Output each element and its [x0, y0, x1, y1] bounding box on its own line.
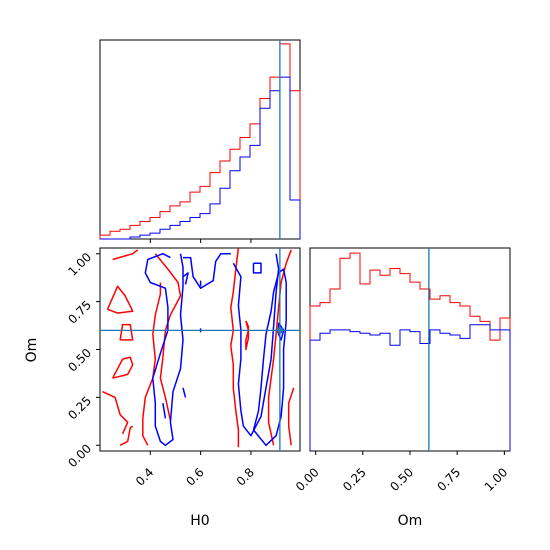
hist-om-xtick-label-2: 0.50 [387, 465, 416, 494]
hist-om-xtick-label-1: 0.25 [340, 465, 369, 494]
contour-series-1-path-3 [252, 262, 262, 274]
contour-series-1-path-4 [252, 268, 287, 447]
contour-xtick-label-2: 0.8 [234, 465, 257, 488]
contour-truth-marker [276, 327, 283, 334]
contour-series-1-path-10 [182, 387, 187, 398]
contour-xtick-label-1: 0.6 [183, 465, 206, 488]
contour-series-1-path-0 [144, 252, 184, 447]
contour-series-0-path-4 [102, 390, 129, 435]
x-axis-title-h0: H0 [190, 513, 209, 529]
contour-series-0-path-2 [106, 285, 134, 314]
contour-series-0-path-5 [119, 425, 134, 446]
hist-h0-series-0 [99, 43, 301, 239]
contour-panel: 0.4 0.6 0.8 0.00 0.25 0.50 0.75 1.00 H0 Om [24, 247, 301, 529]
x-axis-title-om: Om [398, 513, 423, 529]
contour-series-1-path-1 [183, 252, 231, 289]
hist-om-xtick-label-3: 0.75 [434, 465, 463, 494]
contour-series-1-path-6 [182, 272, 189, 285]
contour-series-0-path-0 [111, 356, 134, 379]
contour-series-0-path-7 [154, 253, 182, 421]
hist-om-panel: 0.00 0.25 0.50 0.75 1.00 Om [293, 247, 511, 529]
contour-series-1-path-2 [232, 253, 280, 437]
contour-ytick-label-1: 0.25 [65, 394, 94, 423]
hist-h0-frame [99, 39, 301, 240]
hist-om-xtick-label-4: 1.00 [482, 465, 511, 494]
contour-ytick-label-4: 1.00 [65, 250, 94, 279]
contour-ytick-label-0: 0.00 [65, 441, 94, 470]
y-axis-title-om: Om [24, 338, 40, 363]
hist-om-xtick-label-0: 0.00 [293, 465, 322, 494]
contour-frame [99, 247, 301, 452]
hist-om-series-1 [309, 324, 511, 451]
contour-xtick-label-0: 0.4 [133, 465, 156, 488]
contour-series-0-path-3 [112, 249, 139, 261]
contour-series-1-path-9 [162, 402, 167, 419]
contour-series-0-path-1 [119, 323, 134, 341]
hist-h0-series-1 [100, 76, 301, 240]
hist-om-series-0 [309, 252, 511, 451]
contour-ytick-label-3: 0.75 [65, 298, 94, 327]
contour-ytick-label-2: 0.50 [65, 346, 94, 375]
hist-h0-panel [99, 39, 301, 243]
contour-series-0-path-11 [287, 387, 295, 446]
contour-series-0-path-9 [245, 320, 250, 351]
contour-series-0-path-8 [230, 247, 240, 448]
contour-series-0-path-6 [142, 282, 162, 446]
